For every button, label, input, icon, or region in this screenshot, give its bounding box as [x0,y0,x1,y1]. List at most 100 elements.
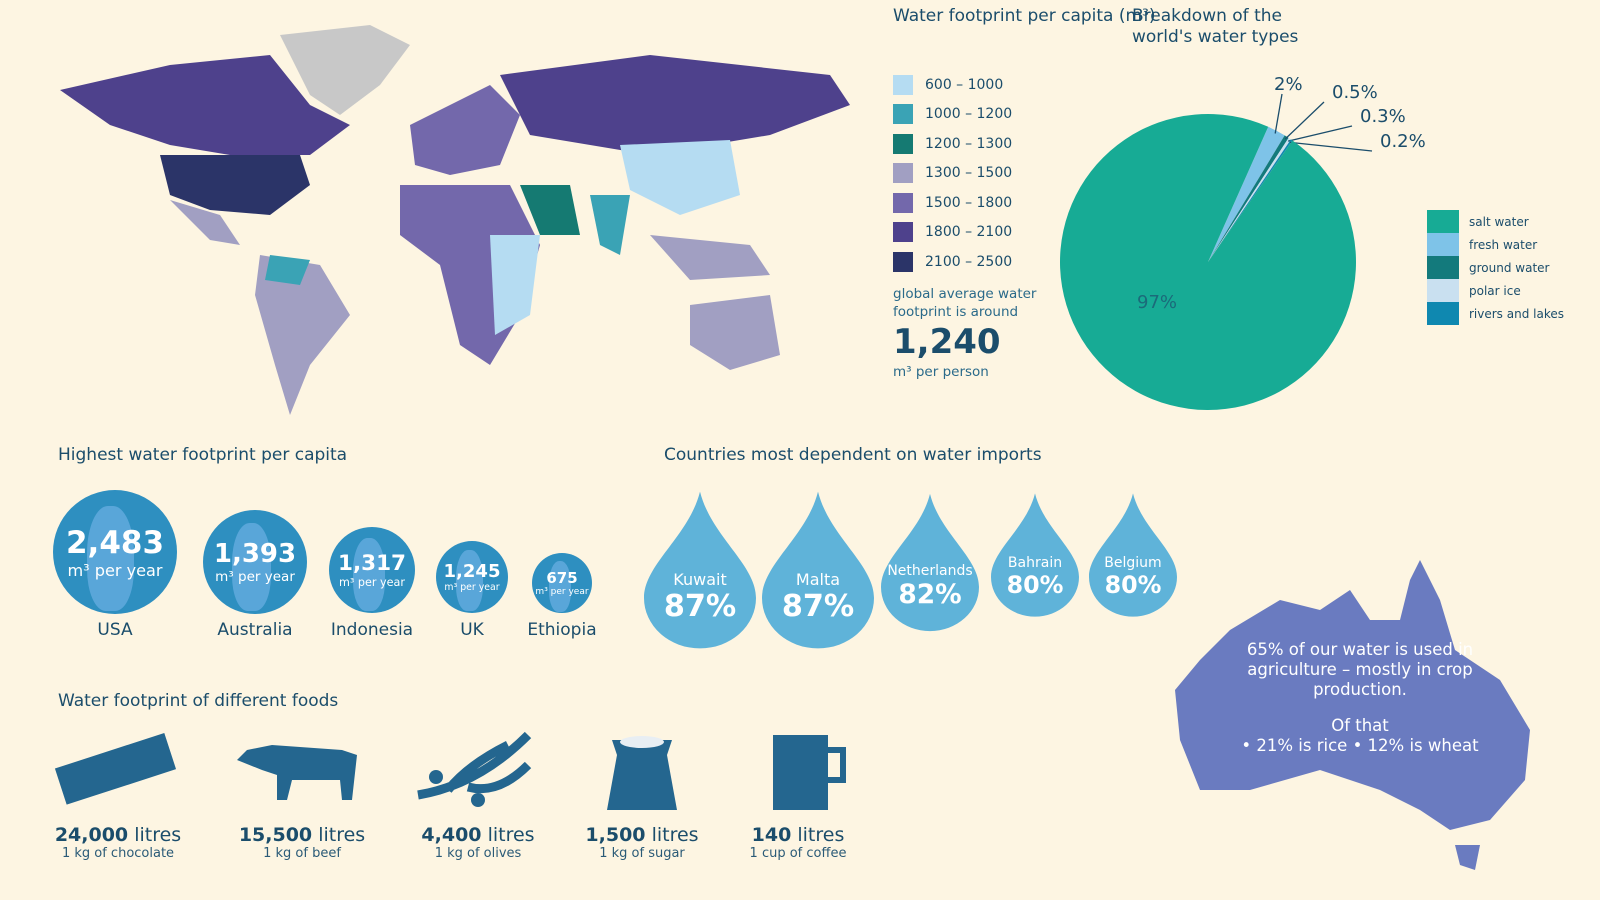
food-amount-unit: litres [318,824,366,846]
water-drop: Kuwait 87% [644,490,756,650]
legend-label: 1500 – 1800 [925,194,1013,211]
food-amount-unit: litres [487,824,535,846]
legend-label: 1200 – 1300 [925,135,1013,152]
legend-swatch [893,163,913,184]
olive-branch-icon [417,731,532,807]
legend-swatch [893,133,913,154]
pie-leader-line [1284,101,1325,140]
sugar-bag-icon [607,736,677,810]
footprint-icon [87,505,134,611]
mug-icon [773,735,846,810]
food-desc: 1 cup of coffee [749,846,847,861]
drop-icon [881,493,979,632]
pie-legend-item: ground water [1427,256,1564,279]
drop-icon [762,491,874,649]
legend-label: rivers and lakes [1469,306,1564,321]
pie-leader-line [1274,93,1283,134]
food-item: 15,500 litres 1 kg of beef [217,725,387,861]
food-amount-value: 4,400 [421,824,482,846]
chocolate-icon [54,733,177,805]
food-amount: 15,500 litres [217,824,387,846]
food-desc: 1 kg of olives [434,846,522,861]
food-item: 140 litres 1 cup of coffee [713,725,883,861]
legend-swatch [893,251,913,272]
food-amount-value: 140 [751,824,792,846]
country-label: Ethiopia [527,620,597,640]
pie-data-label: 97% [1137,292,1177,313]
map-legend-item: 600 – 1000 [893,70,1012,100]
legend-label: salt water [1469,214,1529,229]
food-item: 24,000 litres 1 kg of chocolate [33,725,203,861]
greenland [280,25,410,115]
food-desc: 1 kg of sugar [599,846,685,861]
russia [500,55,850,155]
world-map [60,25,850,415]
drop-percent: 80% [1104,571,1162,599]
usa [160,155,310,215]
food-amount-unit: litres [797,824,845,846]
pie-leader-line [1289,141,1373,152]
footprint-circle: 1,393 m³ per year [203,510,307,614]
highest-title: Highest water footprint per capita [58,445,348,465]
legend-label: 2100 – 2500 [925,253,1013,270]
agriculture-line3: • 21% is rice • 12% is wheat [1241,736,1479,755]
australia-shape [1175,560,1530,870]
legend-swatch [1427,256,1459,279]
water-drop: Netherlands 82% [881,490,979,635]
country-label: UK [460,620,484,640]
pie-leader-line [1287,125,1353,142]
legend-swatch [893,222,913,243]
australia [690,295,780,370]
pie-title: Breakdown of the world's water types [1132,6,1299,47]
footprint-icon [548,560,571,612]
pie-data-label: 0.2% [1380,131,1426,152]
legend-label: ground water [1469,260,1550,275]
pie-slice-fresh-water [1208,126,1285,262]
legend-swatch [1427,210,1459,233]
global-average: global average water footprint is around… [893,285,1043,381]
map-legend-item: 1800 – 2100 [893,218,1012,248]
agriculture-text: 65% of our water is used in agriculture … [1200,640,1520,756]
map-legend-item: 1200 – 1300 [893,129,1012,159]
cow-icon [237,745,357,800]
map-legend-item: 1500 – 1800 [893,188,1012,218]
food-item: 4,400 litres 1 kg of olives [393,725,563,861]
legend-label: 1000 – 1200 [925,106,1013,123]
food-amount-value: 1,500 [585,824,646,846]
legend-label: 1800 – 2100 [925,224,1013,241]
brazil-north [265,255,310,285]
food-amount: 24,000 litres [33,824,203,846]
agriculture-line2: Of that [1331,716,1389,735]
footprint-value: 1,317 [337,551,406,576]
footprint-circle: 675 m³ per year [532,553,592,613]
southeast-asia [650,235,770,280]
agriculture-line1: 65% of our water is used in agriculture … [1246,640,1474,699]
food-amount-value: 24,000 [54,824,129,846]
food-amount-value: 15,500 [238,824,313,846]
legend-label: fresh water [1469,237,1538,252]
drop-country: Kuwait [673,570,727,589]
drop-percent: 87% [781,589,855,624]
country-label: Australia [217,620,293,640]
drop-country: Bahrain [1007,555,1063,571]
food-amount: 140 litres [713,824,883,846]
pie-slice-rivers-and-lakes [1208,139,1293,262]
food-desc: 1 kg of chocolate [61,846,175,861]
legend-swatch [893,74,913,95]
avg-unit: m³ per person [893,364,989,380]
drop-icon [991,493,1079,617]
legend-swatch [1427,279,1459,302]
food-item: 1,500 litres 1 kg of sugar [557,725,727,861]
water-drop: Bahrain 80% [991,490,1079,620]
footprint-icon [455,550,483,612]
south-america [255,255,350,415]
pie-slice-polar-ice [1208,137,1291,262]
europe [410,85,520,175]
legend-label: polar ice [1469,283,1521,298]
footprint-value: 2,483 [65,524,165,561]
drop-percent: 82% [898,578,962,610]
water-drop: Malta 87% [762,490,874,650]
drop-country: Belgium [1104,555,1162,571]
footprint-unit: m³ per year [339,576,405,589]
country-label: USA [97,620,133,640]
